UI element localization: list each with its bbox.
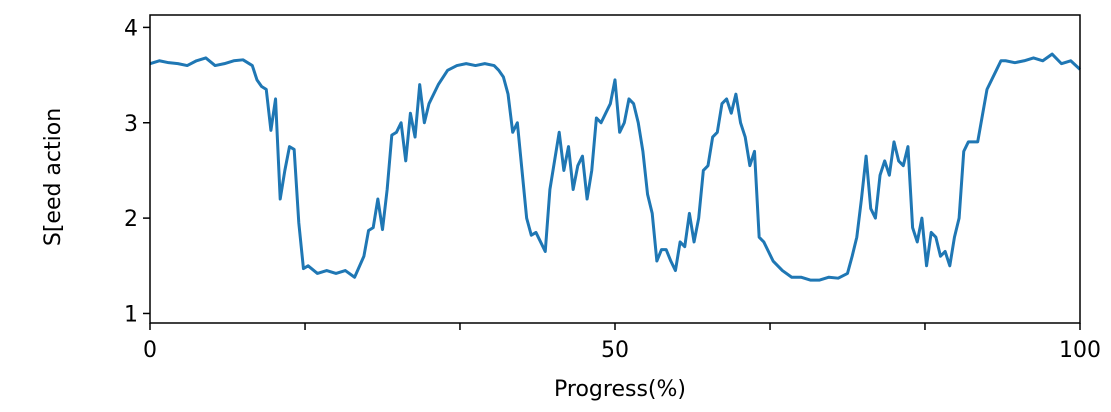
y-tick-label: 3 <box>124 112 138 137</box>
x-tick-label: 100 <box>1059 338 1101 363</box>
y-tick-label: 2 <box>124 207 138 232</box>
x-axis-label: Progress(%) <box>554 377 686 402</box>
y-tick-label: 4 <box>124 16 138 41</box>
data-line <box>149 52 1082 282</box>
plot-frame <box>149 14 1081 324</box>
y-tick-label: 1 <box>124 302 138 327</box>
x-tick-label: 0 <box>143 338 157 363</box>
y-axis-label: S[eed action <box>41 108 66 246</box>
x-tick-label: 50 <box>601 338 629 363</box>
